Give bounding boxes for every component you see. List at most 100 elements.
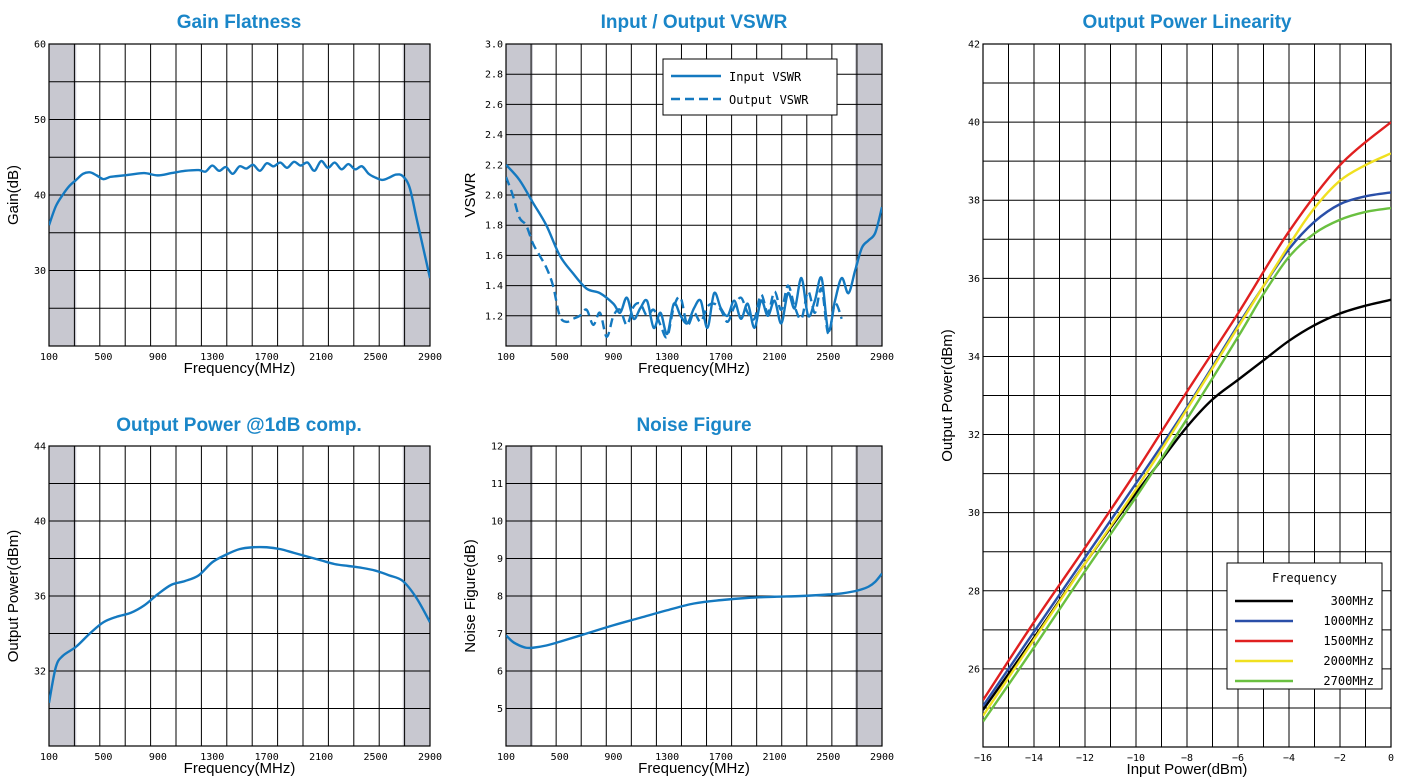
x-axis-label: Frequency(MHz) bbox=[184, 760, 296, 777]
y-tick-label: 2.0 bbox=[485, 191, 503, 202]
y-tick-label: 10 bbox=[491, 517, 503, 528]
legend-label: 300MHz bbox=[1331, 594, 1374, 608]
series-line-gain bbox=[49, 159, 430, 279]
legend-label: 1500MHz bbox=[1323, 634, 1374, 648]
x-axis-label: Input Power(dBm) bbox=[1127, 761, 1248, 778]
legend-label: Output VSWR bbox=[729, 93, 809, 107]
x-tick-label: −12 bbox=[1076, 753, 1094, 764]
y-axis-label: Noise Figure(dB) bbox=[462, 539, 479, 652]
y-tick-label: 32 bbox=[968, 430, 980, 441]
y-tick-label: 40 bbox=[34, 191, 46, 202]
x-tick-label: 100 bbox=[40, 352, 58, 363]
x-tick-label: 100 bbox=[497, 352, 515, 363]
x-tick-label: −16 bbox=[974, 753, 992, 764]
plot-frame bbox=[48, 43, 431, 347]
legend-label: Input VSWR bbox=[729, 70, 802, 84]
plot-frame bbox=[48, 445, 431, 747]
x-tick-label: 1300 bbox=[655, 752, 679, 763]
x-tick-label: 2900 bbox=[870, 352, 894, 363]
x-tick-label: 500 bbox=[551, 352, 569, 363]
x-tick-label: 2500 bbox=[364, 752, 388, 763]
chart-linearity: Output Power Linearity −16 −14 −12 −10 −8 −6 −4… bbox=[939, 12, 1394, 778]
x-tick-label: 900 bbox=[149, 352, 167, 363]
legend-label: 2000MHz bbox=[1323, 654, 1374, 668]
x-tick-label: 1300 bbox=[200, 352, 224, 363]
x-tick-label: 2100 bbox=[309, 352, 333, 363]
series-line-p1db bbox=[49, 545, 430, 704]
x-tick-label: −2 bbox=[1334, 753, 1346, 764]
chart-p1db: Output Power @1dB comp. 100 500 900 1300 1700… bbox=[5, 415, 442, 777]
plot-frame bbox=[505, 43, 883, 347]
plot-frame bbox=[982, 43, 1392, 748]
chart-title: Output Power Linearity bbox=[1082, 12, 1291, 33]
x-tick-label: 100 bbox=[40, 752, 58, 763]
series-line-2700mhz bbox=[983, 206, 1391, 723]
x-tick-label: 500 bbox=[551, 752, 569, 763]
x-tick-label: 2500 bbox=[816, 352, 840, 363]
y-axis-label: Output Power(dBm) bbox=[5, 530, 22, 663]
y-tick-label: 1.6 bbox=[485, 251, 503, 262]
x-tick-label: 2100 bbox=[763, 352, 787, 363]
x-tick-label: −8 bbox=[1181, 753, 1193, 764]
x-tick-label: 900 bbox=[149, 752, 167, 763]
y-tick-label: 44 bbox=[34, 442, 46, 453]
y-axis-label: VSWR bbox=[462, 172, 479, 217]
series-line-nf bbox=[506, 572, 882, 650]
legend-box bbox=[1226, 562, 1383, 690]
x-tick-label: −10 bbox=[1127, 753, 1145, 764]
y-tick-label: 40 bbox=[968, 118, 980, 129]
y-tick-label: 50 bbox=[34, 115, 46, 126]
x-tick-label: 1700 bbox=[709, 352, 733, 363]
y-tick-label: 2.2 bbox=[485, 160, 503, 171]
x-tick-label: 100 bbox=[497, 752, 515, 763]
chart-title: Noise Figure bbox=[636, 415, 751, 436]
y-tick-label: 26 bbox=[968, 664, 980, 675]
x-tick-label: 500 bbox=[94, 752, 112, 763]
x-tick-label: −14 bbox=[1025, 753, 1043, 764]
y-tick-label: 1.2 bbox=[485, 311, 503, 322]
y-axis-label: Output Power(dBm) bbox=[939, 329, 956, 462]
legend-label: 1000MHz bbox=[1323, 614, 1374, 628]
y-tick-label: 36 bbox=[968, 274, 980, 285]
legend-label: 2700MHz bbox=[1323, 674, 1374, 688]
y-tick-label: 2.8 bbox=[485, 70, 503, 81]
legend: Input VSWR Output VSWR bbox=[662, 58, 838, 116]
chart-title: Input / Output VSWR bbox=[601, 12, 788, 33]
x-tick-label: −6 bbox=[1232, 753, 1244, 764]
chart-gain: Gain Flatness 100 500 900 1300 1700 2100 2500 29… bbox=[5, 12, 442, 377]
y-tick-label: 8 bbox=[497, 592, 503, 603]
y-tick-label: 42 bbox=[968, 40, 980, 51]
y-tick-label: 6 bbox=[497, 667, 503, 678]
y-tick-label: 38 bbox=[968, 196, 980, 207]
y-tick-label: 28 bbox=[968, 586, 980, 597]
legend-box bbox=[662, 58, 838, 116]
y-tick-label: 9 bbox=[497, 554, 503, 565]
y-tick-label: 2.6 bbox=[485, 100, 503, 111]
chart-title: Output Power @1dB comp. bbox=[116, 415, 361, 436]
x-axis-label: Frequency(MHz) bbox=[638, 360, 750, 377]
x-tick-label: 900 bbox=[604, 752, 622, 763]
chart-vswr: Input / Output VSWR 100 500 900 1300 1700 2100… bbox=[462, 12, 894, 377]
y-tick-label: 1.4 bbox=[485, 281, 503, 292]
legend: Frequency 300MHz 1000MHz 1500MHz 2000MHz 2700… bbox=[1226, 562, 1383, 690]
x-tick-label: 0 bbox=[1388, 753, 1394, 764]
x-tick-label: 2900 bbox=[418, 752, 442, 763]
x-tick-label: 1300 bbox=[655, 352, 679, 363]
series-line-output-vswr bbox=[506, 176, 843, 339]
y-tick-label: 60 bbox=[34, 40, 46, 51]
y-tick-label: 2.4 bbox=[485, 130, 503, 141]
y-tick-label: 30 bbox=[34, 266, 46, 277]
y-tick-label: 34 bbox=[968, 352, 980, 363]
grid bbox=[49, 44, 430, 346]
y-axis-label: Gain(dB) bbox=[5, 165, 22, 225]
y-tick-label: 32 bbox=[34, 667, 46, 678]
y-tick-label: 12 bbox=[491, 442, 503, 453]
plot-frame bbox=[505, 445, 883, 747]
series-line-input-vswr bbox=[506, 163, 882, 336]
grid bbox=[506, 446, 882, 746]
grid bbox=[49, 446, 430, 746]
x-tick-label: 2900 bbox=[870, 752, 894, 763]
y-tick-label: 30 bbox=[968, 508, 980, 519]
x-tick-label: 1700 bbox=[709, 752, 733, 763]
